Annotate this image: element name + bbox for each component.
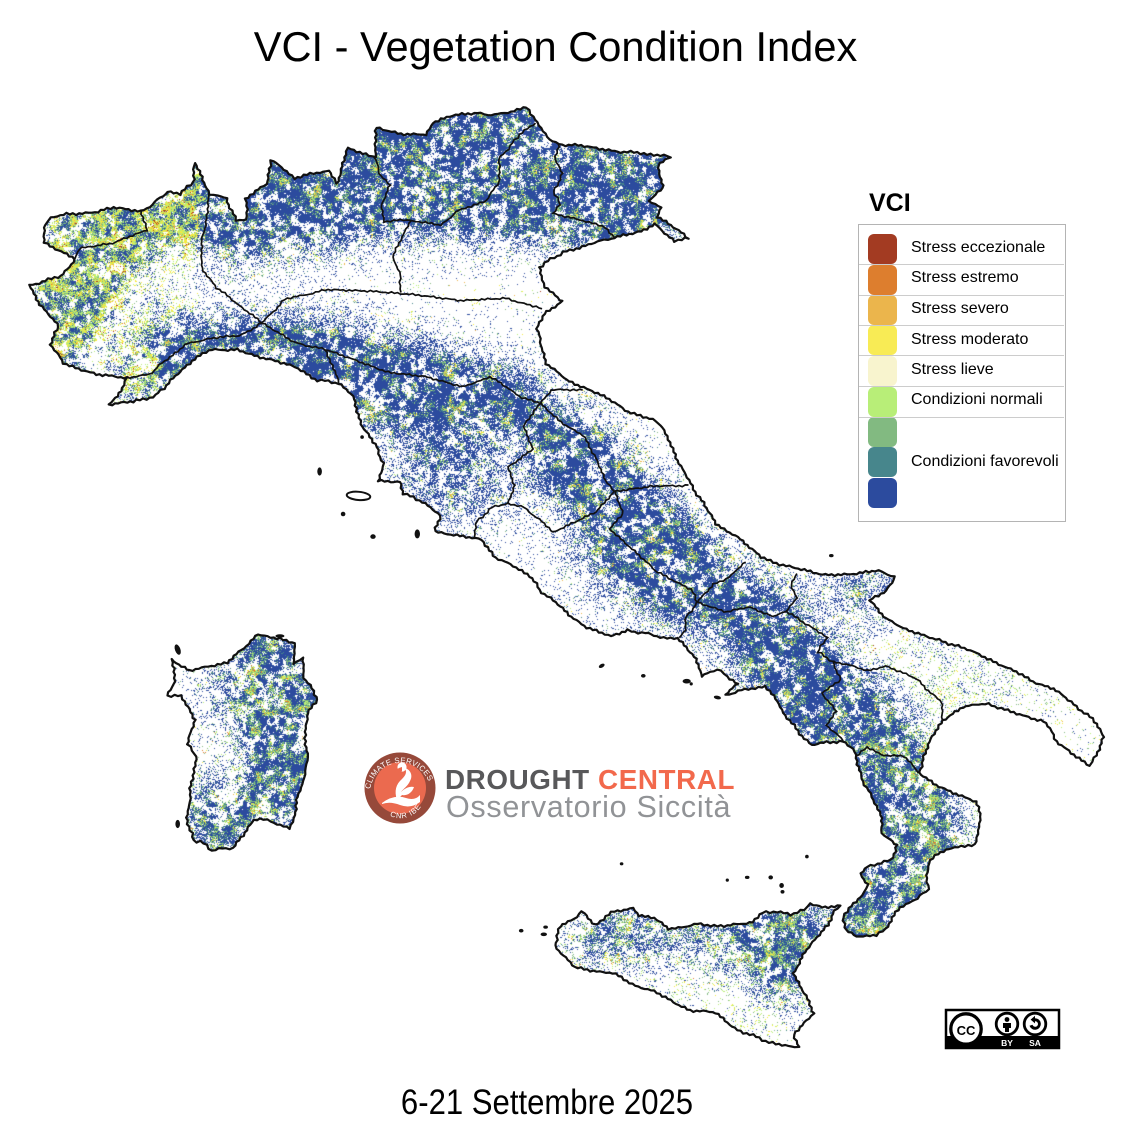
svg-text:DROUGHT CENTRAL: DROUGHT CENTRAL <box>445 764 735 795</box>
svg-text:CC: CC <box>957 1023 976 1038</box>
svg-text:BY: BY <box>1001 1038 1013 1048</box>
svg-text:Osservatorio Siccità: Osservatorio Siccità <box>446 790 731 824</box>
svg-text:SA: SA <box>1029 1038 1041 1048</box>
